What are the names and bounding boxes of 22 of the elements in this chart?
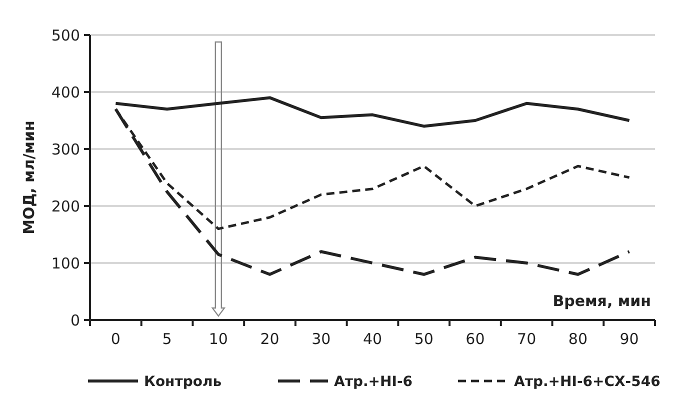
x-tick-label: 0 bbox=[110, 330, 120, 348]
y-tick-label: 300 bbox=[51, 140, 80, 158]
x-tick-label: 90 bbox=[620, 330, 639, 348]
x-tick-label: 60 bbox=[466, 330, 485, 348]
x-tick-label: 40 bbox=[362, 330, 382, 348]
y-tick-label: 0 bbox=[70, 311, 80, 330]
legend-label: Атр.+HI-6 bbox=[334, 374, 412, 390]
x-tick-label: 5 bbox=[162, 330, 172, 348]
x-tick-label: 20 bbox=[260, 330, 280, 348]
x-tick-label: 80 bbox=[568, 330, 588, 348]
legend-label: Атр.+HI-6+СХ-546 bbox=[514, 374, 660, 390]
y-tick-label: 100 bbox=[51, 254, 80, 272]
x-tick-label: 10 bbox=[208, 330, 228, 348]
y-tick-label: 200 bbox=[51, 197, 80, 216]
x-axis-title: Время, мин bbox=[552, 292, 651, 310]
legend-label: Контроль bbox=[144, 374, 222, 390]
y-axis-title: МОД, мл/мин bbox=[20, 120, 38, 234]
x-tick-label: 70 bbox=[517, 330, 536, 348]
x-tick-label: 30 bbox=[312, 330, 331, 348]
y-tick-label: 400 bbox=[51, 83, 80, 102]
y-tick-label: 500 bbox=[51, 26, 80, 44]
x-tick-label: 50 bbox=[414, 330, 434, 348]
